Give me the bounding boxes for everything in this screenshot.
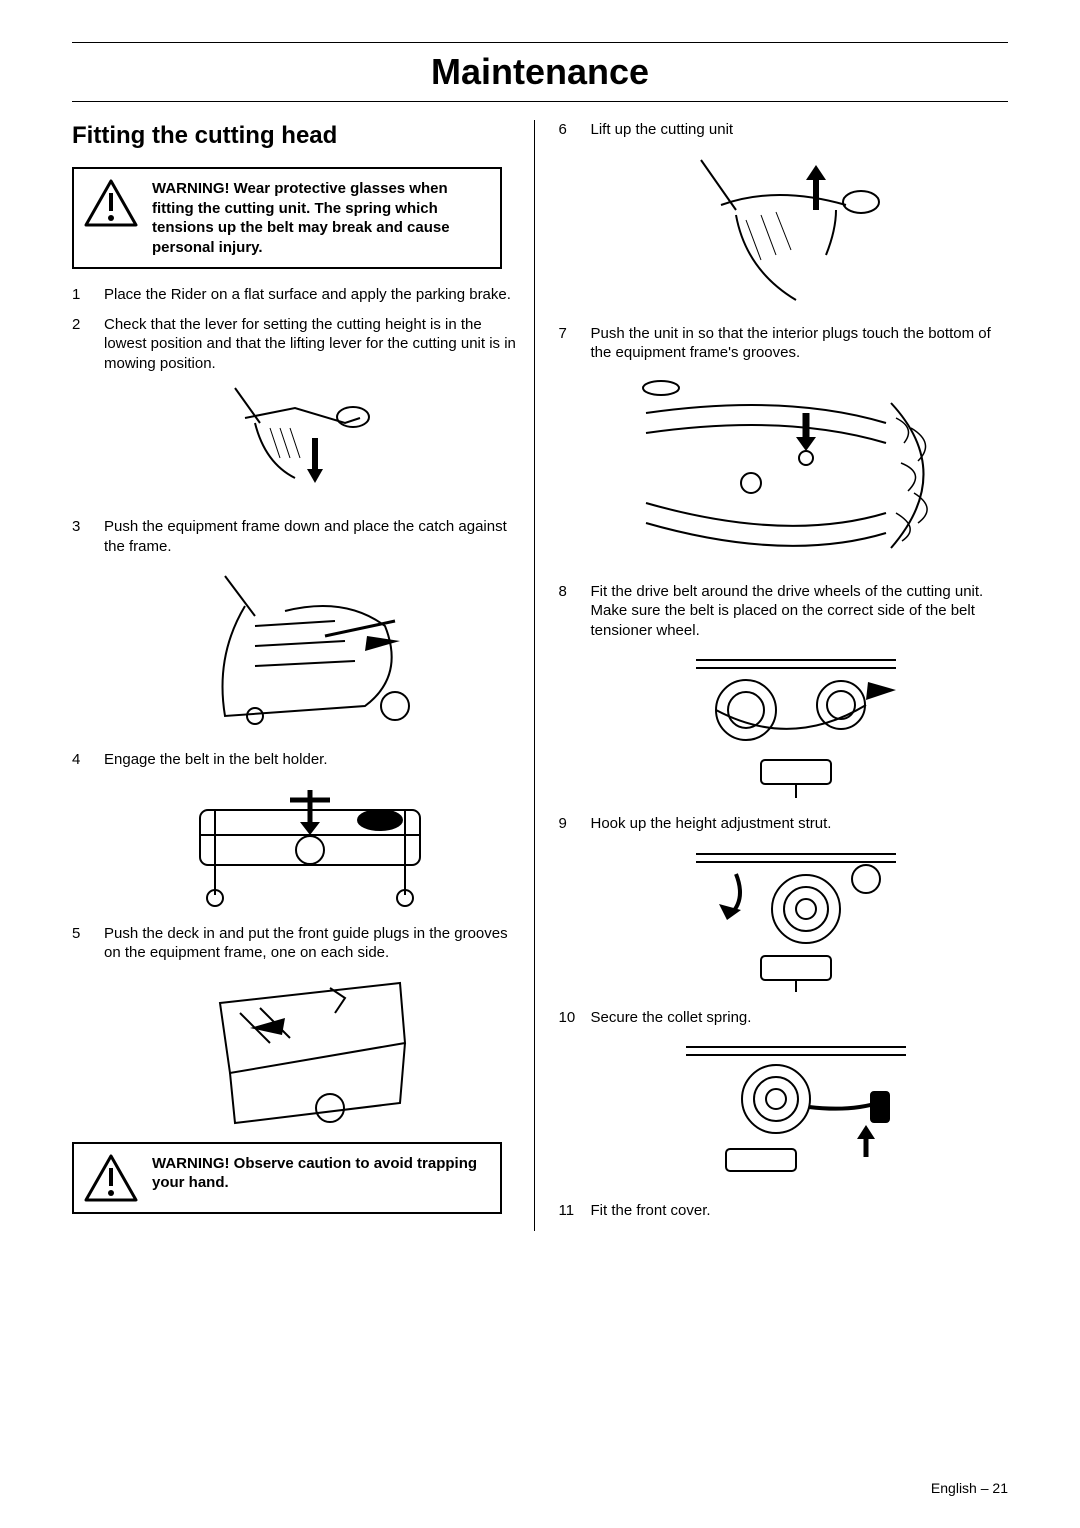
figure-step-3 <box>98 566 522 736</box>
steps-right-11: 11 Fit the front cover. <box>559 1201 1009 1221</box>
step-text: Push the unit in so that the interior pl… <box>591 324 1009 363</box>
steps-right-6: 6 Lift up the cutting unit <box>559 120 1009 140</box>
section-title: Fitting the cutting head <box>72 120 522 151</box>
steps-left: 1 Place the Rider on a flat surface and … <box>72 285 522 373</box>
step-text: Check that the lever for setting the cut… <box>104 315 522 374</box>
step-text: Push the equipment frame down and place … <box>104 517 522 556</box>
diagram-lift-up-icon <box>686 150 906 310</box>
figure-step-4 <box>98 780 522 910</box>
warning-triangle-icon <box>84 1154 138 1202</box>
warning-box-2: WARNING! Observe caution to avoid trappi… <box>72 1142 502 1214</box>
step-text: Fit the drive belt around the drive whee… <box>591 582 1009 641</box>
steps-right-8: 8 Fit the drive belt around the drive wh… <box>559 582 1009 641</box>
diagram-drive-belt-icon <box>691 650 901 800</box>
two-column-layout: Fitting the cutting head WARNING! Wear p… <box>72 120 1008 1231</box>
figure-step-10 <box>585 1037 1009 1187</box>
step-text: Place the Rider on a flat surface and ap… <box>104 285 522 305</box>
diagram-frame-icon <box>195 566 425 736</box>
step-text: Hook up the height adjustment strut. <box>591 814 1009 834</box>
warning-text-1: WARNING! Wear protective glasses when fi… <box>152 179 486 257</box>
step-7: 7 Push the unit in so that the interior … <box>559 324 1009 363</box>
step-11: 11 Fit the front cover. <box>559 1201 1009 1221</box>
step-2: 2 Check that the lever for setting the c… <box>72 315 522 374</box>
step-number: 10 <box>559 1008 577 1028</box>
step-8: 8 Fit the drive belt around the drive wh… <box>559 582 1009 641</box>
footer-dash: – <box>981 1480 989 1496</box>
step-9: 9 Hook up the height adjustment strut. <box>559 814 1009 834</box>
diagram-push-in-icon <box>636 373 956 568</box>
footer-page-number: 21 <box>992 1480 1008 1496</box>
warning-box-1: WARNING! Wear protective glasses when fi… <box>72 167 502 269</box>
step-number: 6 <box>559 120 577 140</box>
diagram-lever-icon <box>225 383 395 503</box>
figure-step-9 <box>585 844 1009 994</box>
footer-language: English <box>931 1480 977 1496</box>
figure-step-7 <box>585 373 1009 568</box>
diagram-height-strut-icon <box>691 844 901 994</box>
step-3: 3 Push the equipment frame down and plac… <box>72 517 522 556</box>
step-number: 2 <box>72 315 90 374</box>
diagram-deck-push-icon <box>210 973 410 1128</box>
step-text: Push the deck in and put the front guide… <box>104 924 522 963</box>
step-number: 1 <box>72 285 90 305</box>
step-number: 4 <box>72 750 90 770</box>
warning-triangle-icon <box>84 179 138 227</box>
step-6: 6 Lift up the cutting unit <box>559 120 1009 140</box>
step-number: 7 <box>559 324 577 363</box>
figure-step-6 <box>585 150 1009 310</box>
step-number: 9 <box>559 814 577 834</box>
steps-right-9: 9 Hook up the height adjustment strut. <box>559 814 1009 834</box>
step-4: 4 Engage the belt in the belt holder. <box>72 750 522 770</box>
right-column: 6 Lift up the cutting unit 7 <box>535 120 1009 1231</box>
step-number: 8 <box>559 582 577 641</box>
step-text: Lift up the cutting unit <box>591 120 1009 140</box>
step-number: 3 <box>72 517 90 556</box>
steps-right-10: 10 Secure the collet spring. <box>559 1008 1009 1028</box>
left-column: Fitting the cutting head WARNING! Wear p… <box>72 120 535 1231</box>
warning-text-2: WARNING! Observe caution to avoid trappi… <box>152 1154 486 1193</box>
step-text: Secure the collet spring. <box>591 1008 1009 1028</box>
page-title: Maintenance <box>72 45 1008 102</box>
figure-step-5 <box>98 973 522 1128</box>
steps-right-7: 7 Push the unit in so that the interior … <box>559 324 1009 363</box>
step-text: Engage the belt in the belt holder. <box>104 750 522 770</box>
step-number: 11 <box>559 1201 577 1221</box>
step-5: 5 Push the deck in and put the front gui… <box>72 924 522 963</box>
step-text: Fit the front cover. <box>591 1201 1009 1221</box>
top-rule <box>72 42 1008 43</box>
steps-left-3: 3 Push the equipment frame down and plac… <box>72 517 522 556</box>
step-number: 5 <box>72 924 90 963</box>
page-footer: English – 21 <box>931 1480 1008 1496</box>
figure-step-2 <box>98 383 522 503</box>
figure-step-8 <box>585 650 1009 800</box>
diagram-collet-spring-icon <box>681 1037 911 1187</box>
diagram-belt-holder-icon <box>180 780 440 910</box>
steps-left-4: 4 Engage the belt in the belt holder. <box>72 750 522 770</box>
step-1: 1 Place the Rider on a flat surface and … <box>72 285 522 305</box>
steps-left-5: 5 Push the deck in and put the front gui… <box>72 924 522 963</box>
step-10: 10 Secure the collet spring. <box>559 1008 1009 1028</box>
